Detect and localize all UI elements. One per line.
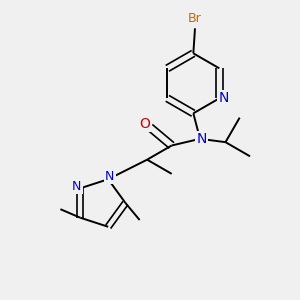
Text: N: N [105,170,115,183]
Text: N: N [218,91,229,105]
Text: O: O [140,117,150,131]
Text: Br: Br [188,13,202,26]
Text: N: N [72,180,82,193]
Text: N: N [196,132,207,146]
